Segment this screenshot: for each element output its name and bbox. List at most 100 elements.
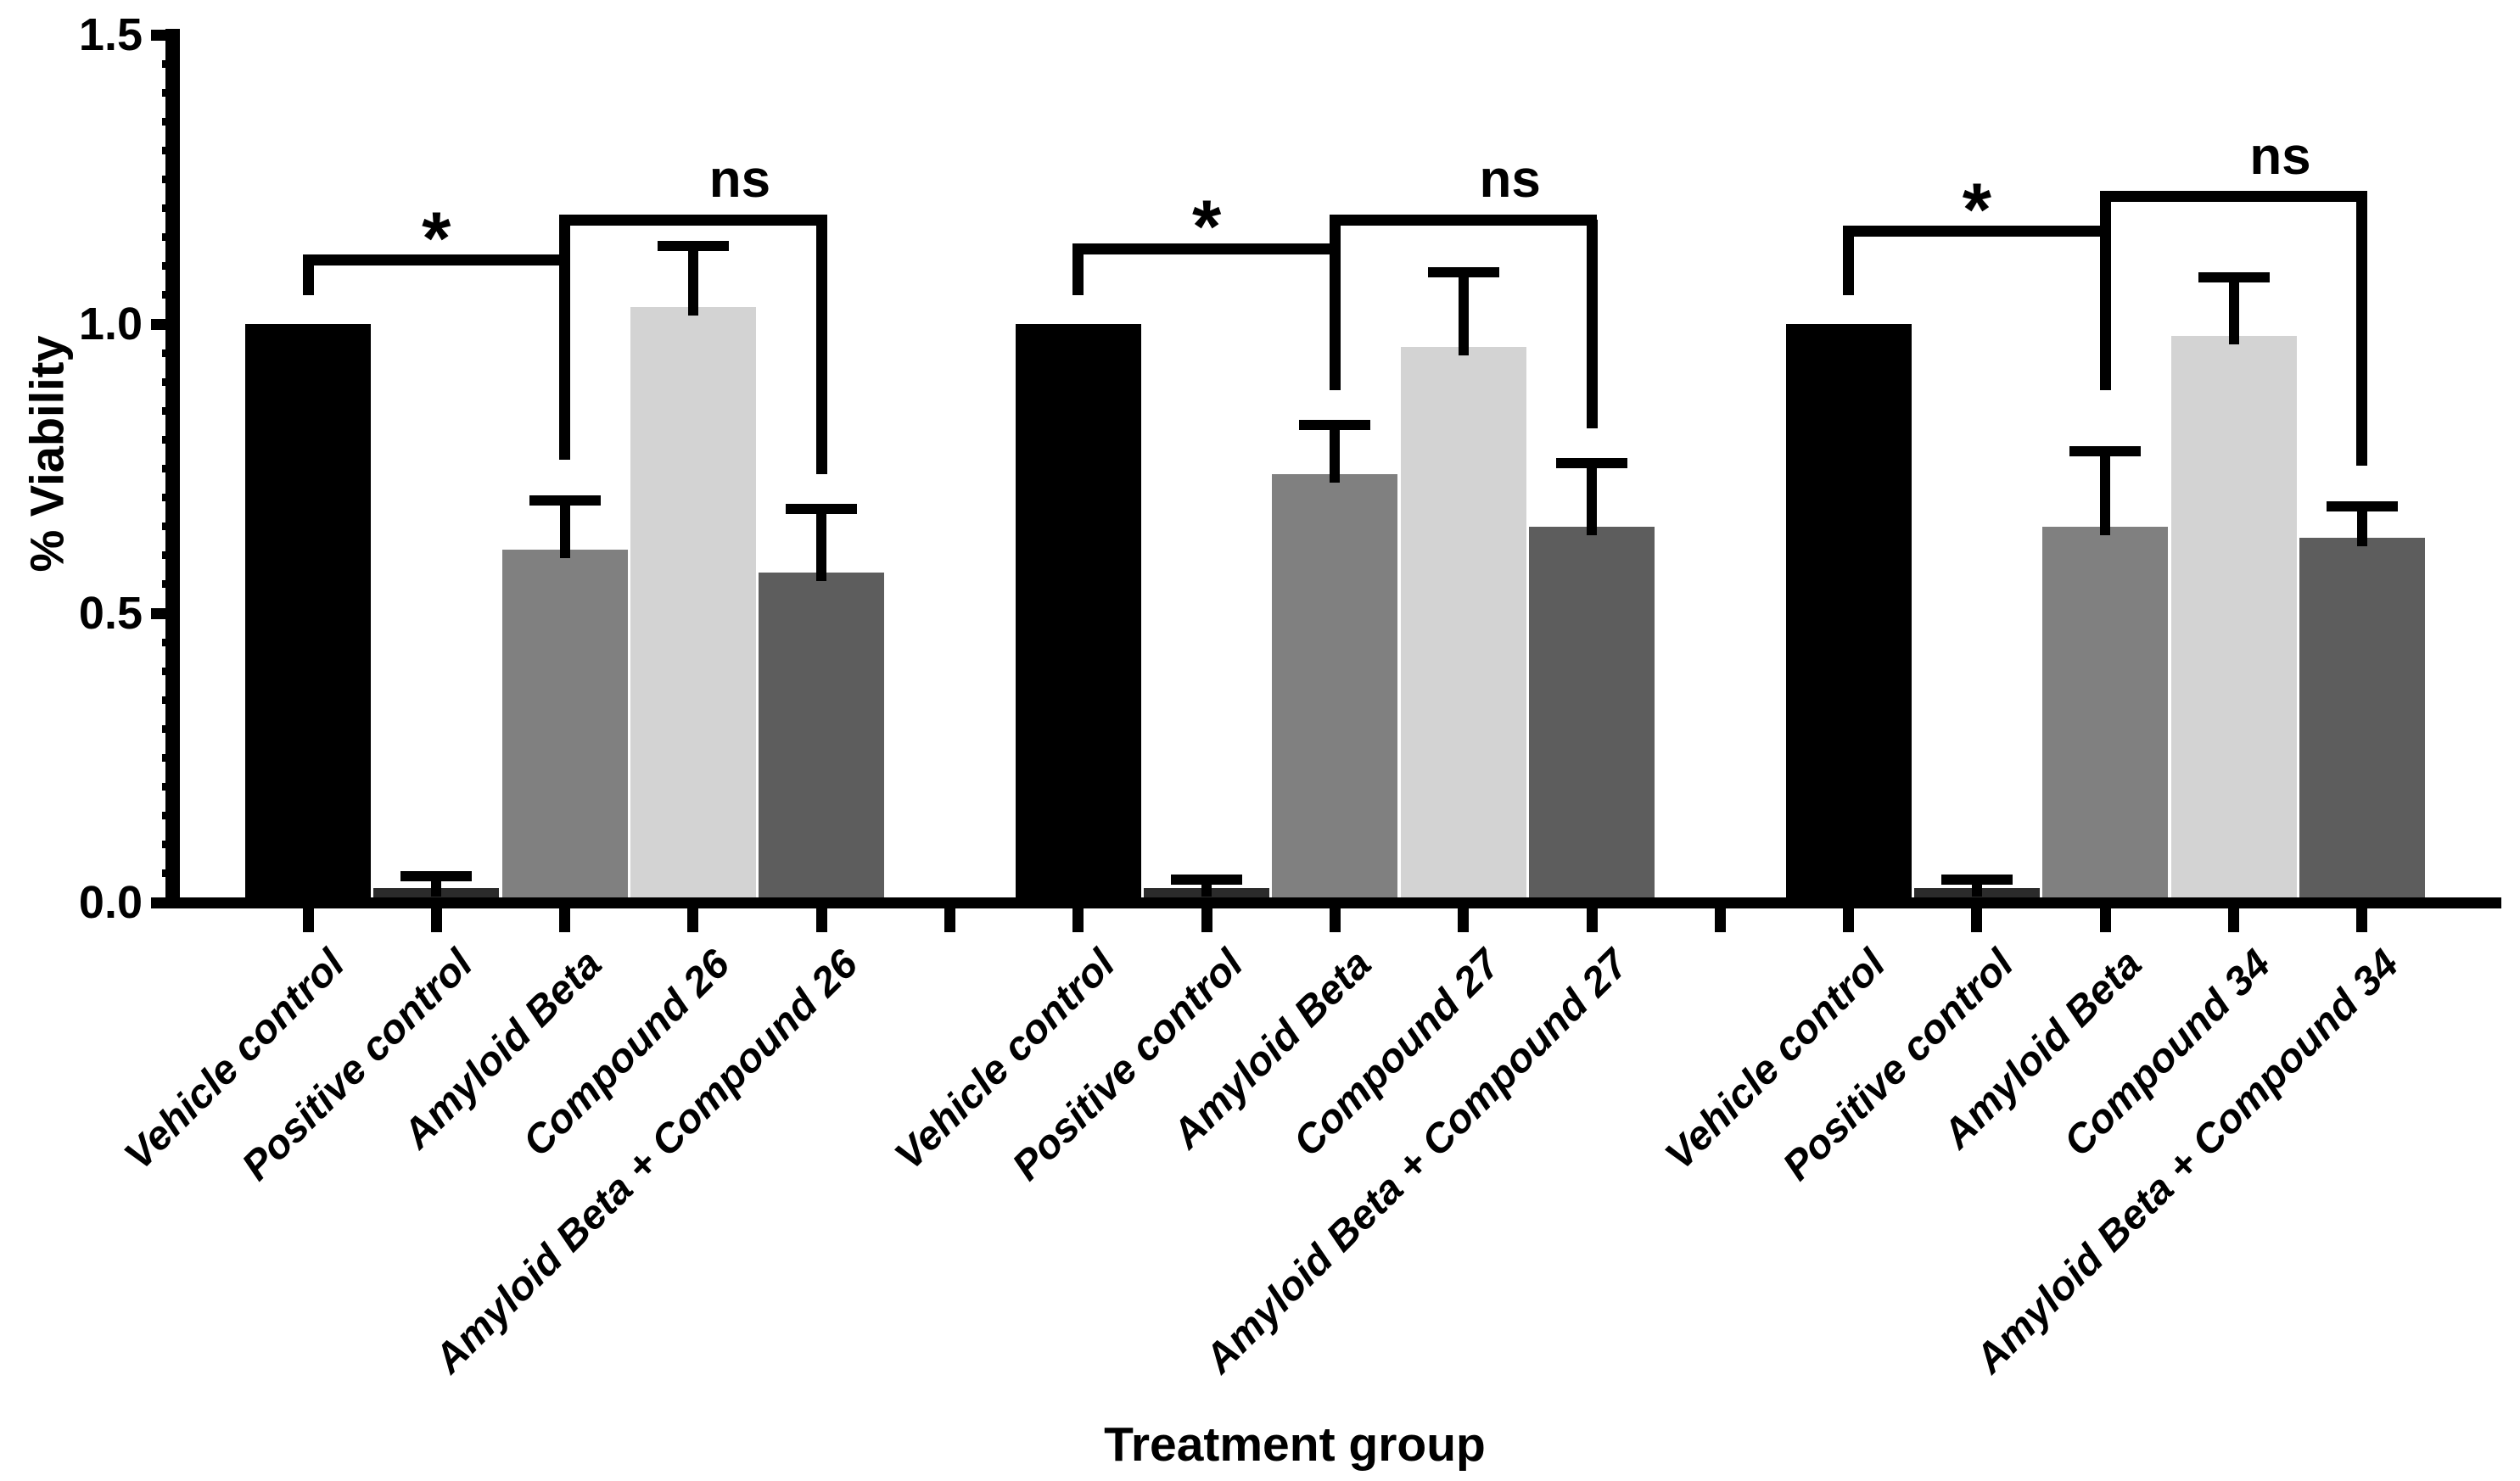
y-minor-tick	[162, 580, 180, 589]
y-minor-tick	[162, 88, 180, 97]
y-minor-tick	[162, 233, 180, 242]
sig-label-ns: ns	[2249, 126, 2311, 186]
error-bar-cap	[786, 504, 858, 515]
x-axis-tick	[1201, 908, 1212, 932]
y-minor-tick	[162, 291, 180, 299]
y-minor-tick	[162, 406, 180, 415]
y-minor-tick	[162, 176, 180, 183]
y-minor-tick	[162, 869, 180, 878]
error-bar-whisker	[1330, 425, 1341, 483]
bar	[1785, 324, 1912, 908]
sig-bracket-left-drop	[1843, 231, 1855, 295]
bar	[1529, 526, 1655, 908]
y-minor-tick	[162, 667, 180, 675]
y-minor-tick	[162, 146, 180, 154]
y-minor-tick	[162, 465, 180, 472]
error-bar-cap	[1299, 420, 1371, 431]
error-bar-whisker	[687, 245, 698, 316]
sig-bracket-right-drop	[1586, 220, 1598, 428]
x-axis-tick	[687, 908, 699, 932]
bar	[1272, 474, 1398, 908]
sig-bracket-bar	[559, 214, 827, 226]
sig-bracket-bar	[1329, 214, 1598, 226]
sig-label-star: *	[1191, 184, 1222, 269]
error-bar-whisker	[816, 509, 827, 582]
error-bar-cap	[2326, 500, 2398, 511]
x-axis-tick	[2356, 908, 2368, 932]
y-minor-tick	[162, 841, 180, 849]
error-bar-cap	[1427, 266, 1499, 277]
y-minor-tick	[162, 435, 180, 444]
y-minor-tick	[162, 117, 180, 126]
y-major-tick	[151, 29, 180, 41]
y-minor-tick	[162, 523, 180, 531]
y-major-tick	[151, 897, 180, 908]
y-minor-tick	[162, 696, 180, 704]
error-bar-cap	[1940, 874, 2013, 885]
x-axis-title: Treatment group	[1104, 1417, 1486, 1472]
error-bar-cap	[1171, 874, 1243, 885]
y-minor-tick	[162, 724, 180, 733]
sig-bracket-left-drop	[559, 220, 571, 461]
x-axis-tick	[1843, 908, 1855, 932]
x-axis-tick	[302, 908, 314, 932]
y-minor-tick	[162, 494, 180, 502]
bar	[1015, 324, 1141, 908]
y-major-tick	[151, 318, 180, 330]
x-axis-tick	[1458, 908, 1470, 932]
sig-label-star: *	[1962, 166, 1992, 251]
sig-bracket-right-drop	[2356, 196, 2368, 467]
y-minor-tick	[162, 204, 180, 213]
bar	[2299, 538, 2425, 908]
y-minor-tick	[162, 638, 180, 646]
x-axis-tick	[1329, 908, 1341, 932]
bar	[759, 573, 885, 908]
error-bar-cap	[1556, 457, 1627, 468]
error-bar-whisker	[1458, 271, 1469, 356]
y-tick-label-0.0: 0.0	[78, 877, 143, 928]
bar	[245, 324, 371, 908]
sig-label-star: *	[422, 195, 451, 280]
y-minor-tick	[162, 262, 180, 271]
bar	[2170, 335, 2297, 908]
error-bar-whisker	[559, 500, 570, 558]
sig-label-ns: ns	[708, 150, 771, 210]
sig-bracket-bar	[302, 254, 571, 266]
error-bar-whisker	[2228, 277, 2239, 344]
x-axis-tick	[944, 908, 955, 932]
error-bar-cap	[529, 495, 601, 506]
bar	[630, 306, 756, 908]
x-axis-tick	[815, 908, 827, 932]
x-axis-baseline	[165, 897, 2501, 908]
y-tick-label-1.0: 1.0	[78, 299, 143, 349]
sig-bracket-bar	[2099, 191, 2368, 203]
sig-bracket-bar	[1072, 243, 1341, 254]
y-minor-tick	[162, 377, 180, 386]
x-axis-tick	[2228, 908, 2239, 932]
error-bar-whisker	[2356, 506, 2367, 547]
error-bar-cap	[657, 240, 729, 251]
bar	[1400, 347, 1526, 908]
y-minor-tick	[162, 349, 180, 357]
x-axis-tick	[430, 908, 442, 932]
y-minor-tick	[162, 812, 180, 820]
y-tick-label-0.5: 0.5	[78, 588, 143, 639]
sig-bracket-left-drop	[1072, 249, 1084, 295]
y-minor-tick	[162, 783, 180, 791]
sig-bracket-left-drop	[1329, 220, 1341, 391]
x-axis-tick	[559, 908, 571, 932]
error-bar-whisker	[1587, 462, 1597, 535]
sig-bracket-right-drop	[815, 220, 827, 475]
sig-bracket-left-drop	[302, 260, 314, 295]
x-axis-tick	[1586, 908, 1598, 932]
x-axis-tick	[1714, 908, 1726, 932]
bar	[501, 549, 628, 908]
y-minor-tick	[162, 551, 180, 560]
sig-bracket-bar	[1843, 226, 2111, 238]
bar	[2042, 526, 2169, 908]
y-tick-label-1.5: 1.5	[78, 9, 143, 60]
x-axis-tick	[1971, 908, 1983, 932]
x-axis-tick	[2099, 908, 2111, 932]
